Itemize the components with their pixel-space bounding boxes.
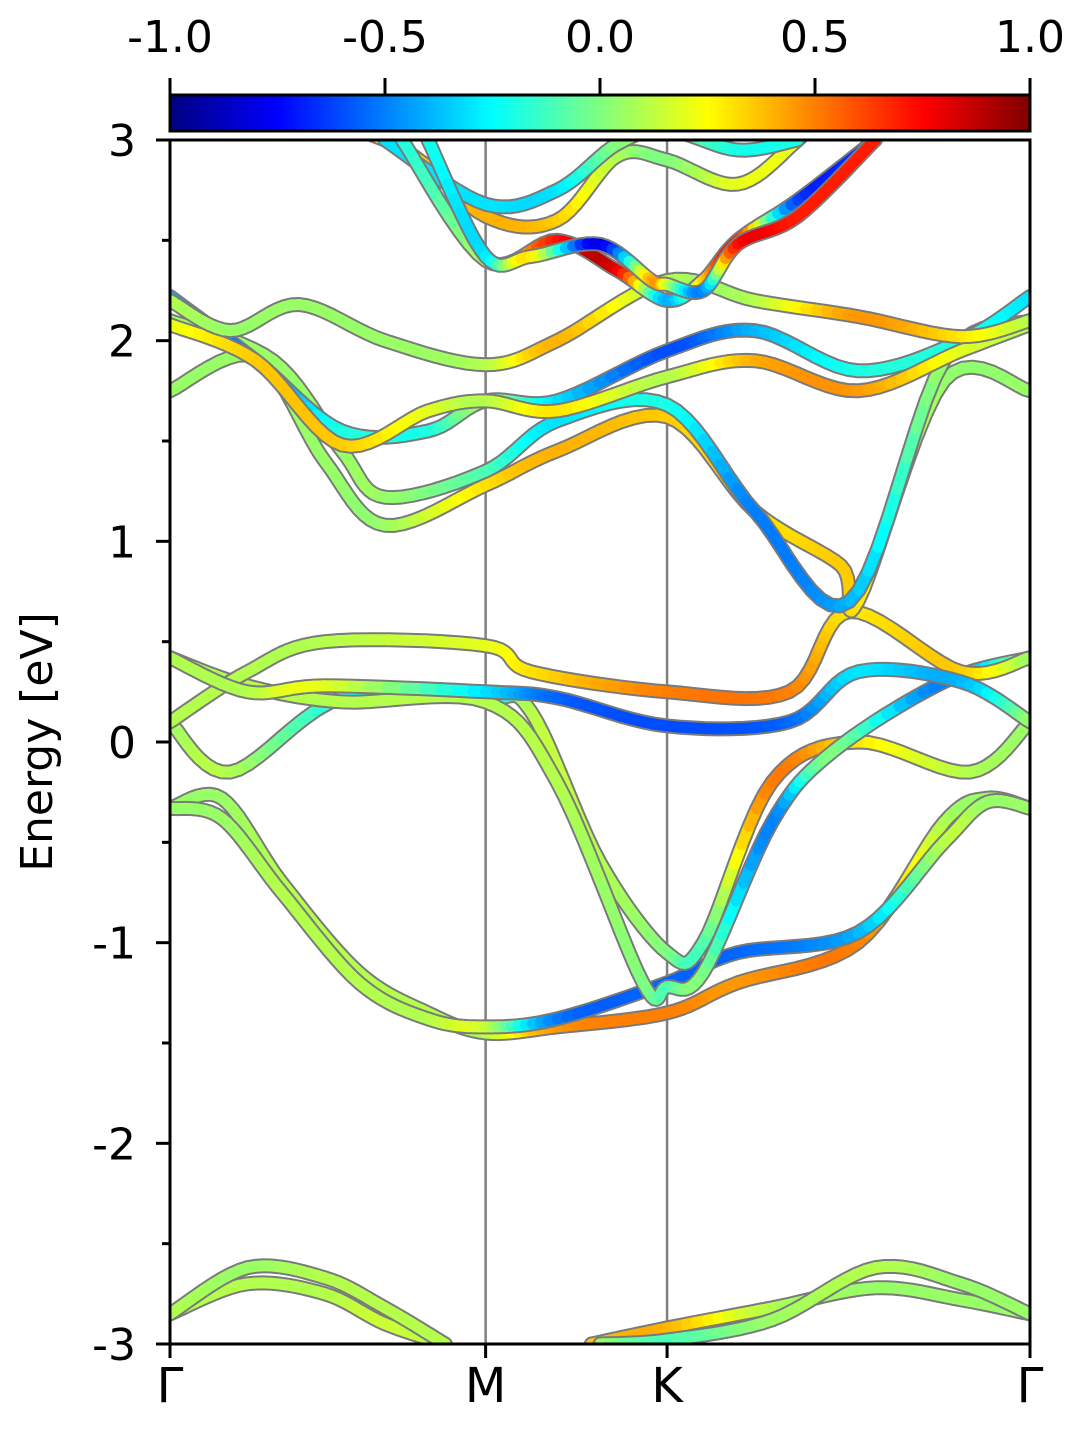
y-tick-label: -1 <box>92 919 136 970</box>
colorbar-tick-label: -1.0 <box>127 12 213 63</box>
band-2 <box>170 1258 453 1344</box>
y-tick-label: 0 <box>108 718 136 769</box>
kpoint-label: Γ <box>1017 1358 1044 1414</box>
y-tick-label: -3 <box>92 1320 136 1371</box>
colorbar-ticks: -1.0 -0.5 0.0 0.5 1.0 <box>127 12 1065 95</box>
band-17 <box>377 132 806 215</box>
band-segment <box>850 84 855 89</box>
band-segment <box>637 133 642 135</box>
colorbar-gradient <box>168 93 1032 133</box>
colorbar-tick-label: 1.0 <box>995 12 1065 63</box>
band-14 <box>170 317 1030 454</box>
kpoint-label: Γ <box>157 1358 184 1414</box>
band-segment <box>854 80 858 84</box>
y-tick-label: 1 <box>108 517 136 568</box>
kpoint-label: M <box>465 1358 506 1414</box>
y-axis-label: Energy [eV] <box>12 612 63 872</box>
y-tick-label: 3 <box>108 116 136 167</box>
bands <box>170 80 1030 1344</box>
band-segment <box>201 88 222 93</box>
band-segment <box>680 132 687 134</box>
band-15 <box>170 271 1030 373</box>
band-segment <box>622 140 637 145</box>
colorbar-tick-label: 0.0 <box>565 12 635 63</box>
y-tick-label: 2 <box>108 317 136 368</box>
colorbar: -1.0 -0.5 0.0 0.5 1.0 <box>127 12 1065 133</box>
band-segment <box>628 140 638 142</box>
y-tick-label: -2 <box>92 1119 136 1170</box>
band-6 <box>170 793 1030 1035</box>
band-19 <box>420 140 883 301</box>
y-axis-ticks: -3 -2 -1 0 1 2 3 <box>92 116 170 1371</box>
band-segment <box>183 83 201 87</box>
kpoint-divider-lines <box>484 140 669 1344</box>
kpoint-label: K <box>651 1358 684 1414</box>
band-segment <box>686 140 699 143</box>
colorbar-tick-label: -0.5 <box>342 12 428 63</box>
band-segment <box>844 88 849 94</box>
band-10 <box>170 650 1030 737</box>
colorbar-tick-label: 0.5 <box>780 12 850 63</box>
band-segment <box>170 80 183 84</box>
